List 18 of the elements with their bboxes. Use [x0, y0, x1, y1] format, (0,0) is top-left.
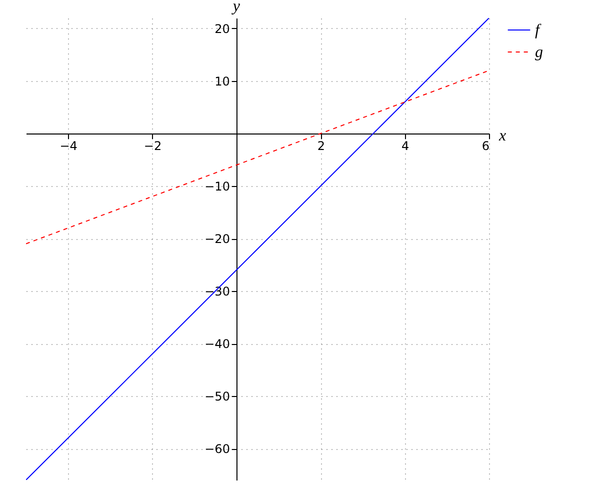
y-tick-label: 10: [214, 74, 230, 88]
x-tick-label: 2: [317, 139, 325, 153]
y-tick-label: −40: [204, 337, 230, 351]
legend-label: f: [535, 22, 542, 39]
y-tick-label: −60: [204, 442, 230, 456]
legend-label: g: [535, 44, 543, 61]
x-tick-label: −2: [144, 139, 162, 153]
y-tick-label: −20: [204, 232, 230, 246]
y-tick-label: 20: [214, 22, 230, 36]
x-tick-label: −4: [60, 139, 78, 153]
y-tick-label: −10: [204, 180, 230, 194]
y-tick-label: −50: [204, 390, 230, 404]
line-series: [26, 70, 489, 244]
x-tick-label: 4: [402, 139, 410, 153]
line-series: [26, 18, 489, 480]
x-tick-label: 6: [482, 139, 490, 153]
y-axis-title: y: [230, 0, 241, 15]
x-axis-title: x: [498, 128, 506, 144]
